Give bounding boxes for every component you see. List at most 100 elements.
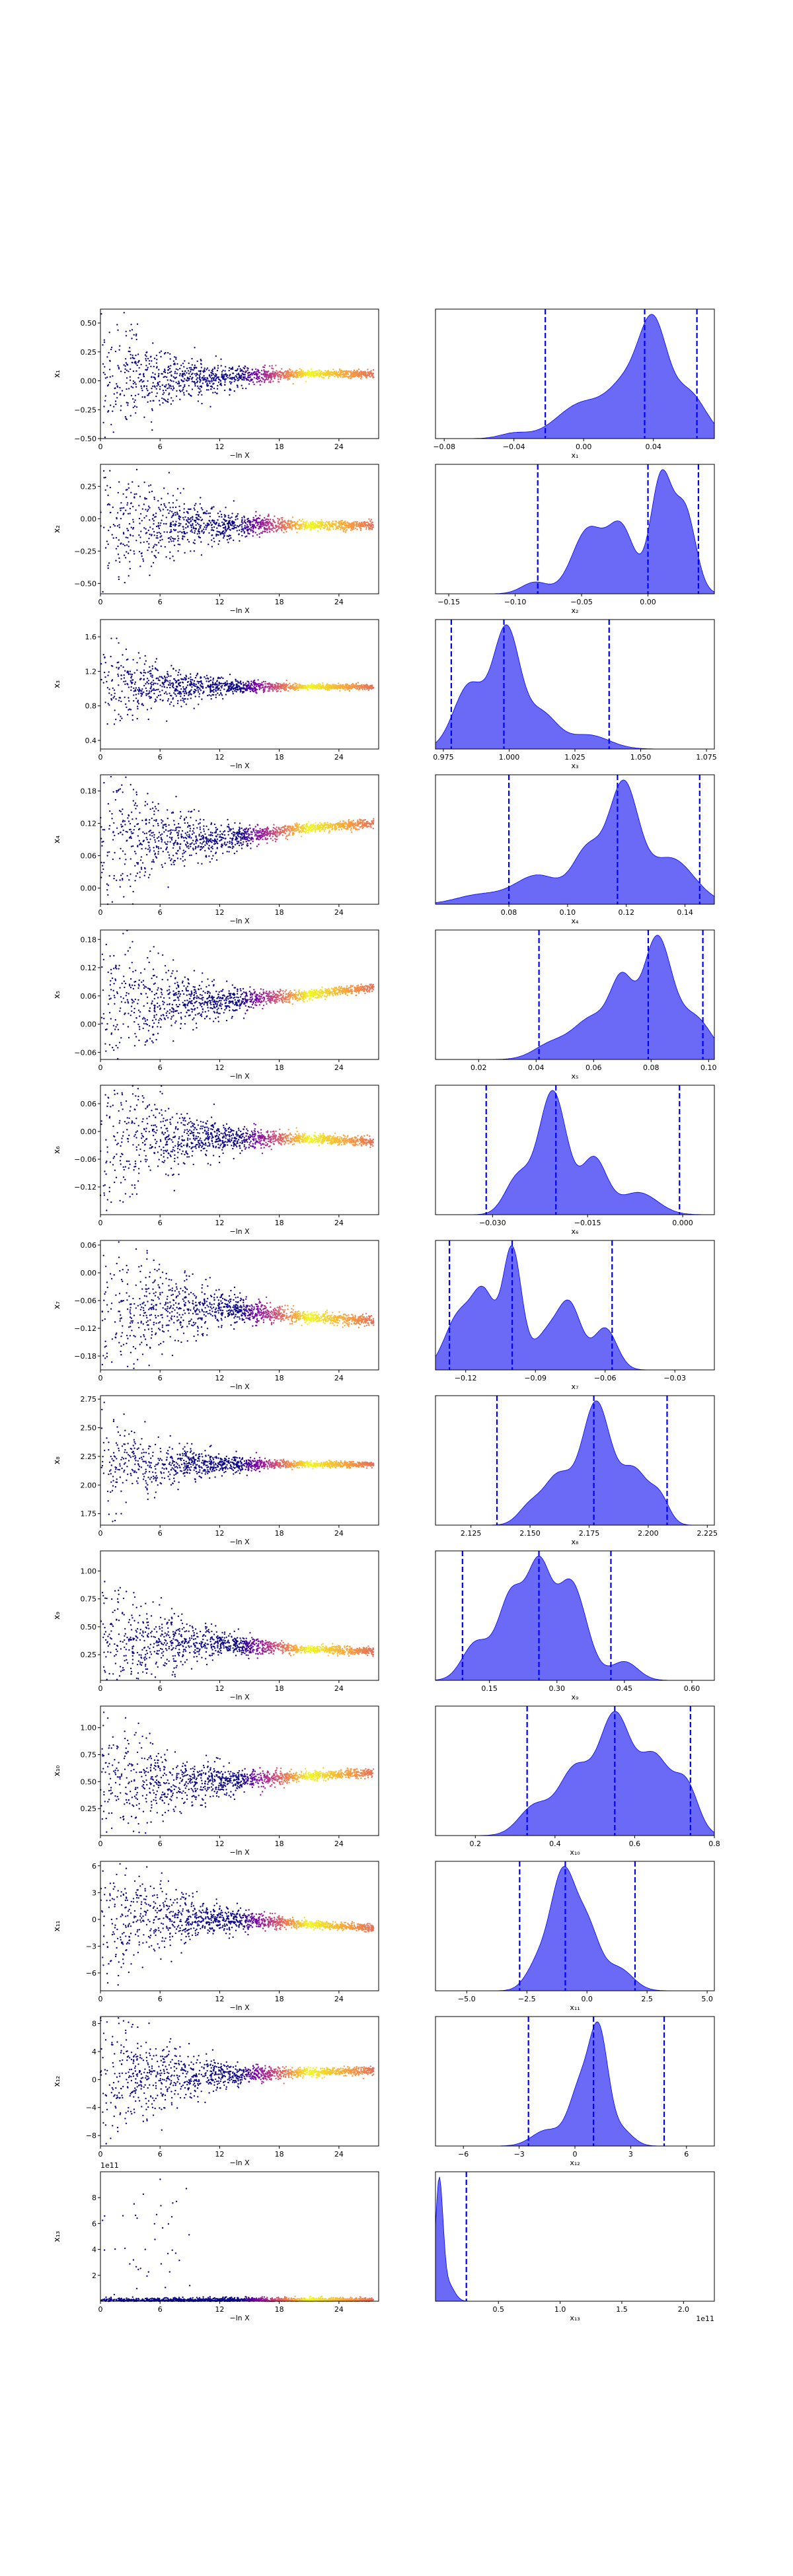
trace-point xyxy=(202,509,203,510)
trace-point xyxy=(135,363,137,364)
trace-point xyxy=(114,709,116,711)
trace-point xyxy=(116,397,118,398)
trace-point xyxy=(263,681,264,682)
trace-point xyxy=(297,690,299,691)
trace-point xyxy=(130,415,132,416)
trace-point xyxy=(185,527,186,528)
trace-point xyxy=(344,688,346,689)
trace-point xyxy=(171,517,172,518)
trace-point xyxy=(305,524,307,525)
trace-point xyxy=(315,375,316,376)
trace-point xyxy=(361,523,363,524)
trace-point xyxy=(163,390,164,391)
trace-point xyxy=(229,517,231,519)
trace-point xyxy=(161,539,163,540)
trace-point xyxy=(281,368,282,369)
trace-point xyxy=(201,554,202,555)
trace-point xyxy=(147,367,149,368)
trace-point xyxy=(172,380,174,382)
trace-point xyxy=(191,686,192,688)
trace-point xyxy=(127,364,128,365)
trace-point xyxy=(218,688,219,689)
trace-point xyxy=(237,530,238,531)
trace-point xyxy=(134,493,135,495)
trace-point xyxy=(237,385,238,386)
trace-point xyxy=(100,862,102,863)
trace-point xyxy=(137,353,139,355)
trace-point xyxy=(183,392,184,394)
trace-point xyxy=(127,537,128,538)
trace-point xyxy=(169,472,170,473)
trace-point xyxy=(305,381,307,382)
trace-point xyxy=(132,482,133,483)
trace-point xyxy=(116,383,117,384)
trace-point xyxy=(112,507,114,508)
trace-point xyxy=(198,810,200,812)
trace-point xyxy=(252,688,253,689)
trace-point xyxy=(178,669,180,670)
trace-point xyxy=(114,852,115,853)
trace-point xyxy=(153,520,155,521)
trace-point xyxy=(121,674,122,676)
trace-point xyxy=(126,551,127,552)
trace-point xyxy=(198,863,199,864)
trace-point xyxy=(180,688,182,690)
trace-point xyxy=(110,376,111,377)
trace-point xyxy=(180,699,182,701)
trace-point xyxy=(258,370,259,371)
trace-point xyxy=(292,517,293,518)
trace-point xyxy=(115,351,116,352)
trace-point xyxy=(130,823,131,824)
trace-frame xyxy=(100,620,379,749)
trace-point xyxy=(131,812,132,813)
trace-point xyxy=(236,851,237,852)
trace-point xyxy=(228,515,229,516)
trace-point xyxy=(170,832,172,833)
trace-point xyxy=(257,373,258,375)
trace-point xyxy=(131,676,132,677)
trace-point xyxy=(155,396,157,397)
trace-point xyxy=(164,369,165,370)
x-tick-label: −0.04 xyxy=(503,443,525,451)
trace-point xyxy=(114,723,115,725)
trace-point xyxy=(170,665,172,666)
trace-point xyxy=(301,370,302,371)
trace-point xyxy=(169,392,170,394)
trace-point xyxy=(107,385,108,386)
trace-point xyxy=(130,690,132,691)
trace-point xyxy=(186,368,188,369)
trace-point xyxy=(135,808,136,809)
trace-point xyxy=(178,823,179,824)
trace-point xyxy=(157,683,158,684)
trace-point xyxy=(170,388,172,389)
trace-point xyxy=(204,512,206,513)
trace-point xyxy=(201,531,202,532)
trace-point xyxy=(156,689,157,690)
trace-point xyxy=(184,371,186,372)
trace-point xyxy=(284,688,285,689)
trace-point xyxy=(177,843,178,845)
trace-point xyxy=(193,682,194,684)
trace-point xyxy=(103,372,104,373)
trace-point xyxy=(153,366,155,367)
trace-point xyxy=(357,375,358,376)
trace-point xyxy=(158,522,159,524)
trace-point xyxy=(190,517,192,519)
trace-point xyxy=(289,686,291,687)
trace-point xyxy=(149,834,151,836)
trace-point xyxy=(373,687,374,688)
trace-point xyxy=(203,375,204,376)
trace-point xyxy=(165,376,166,377)
trace-point xyxy=(372,522,373,523)
trace-point xyxy=(196,842,197,843)
trace-point xyxy=(272,690,274,692)
trace-point xyxy=(184,386,185,387)
trace-point xyxy=(237,386,238,388)
trace-point xyxy=(347,525,348,526)
trace-point xyxy=(230,537,231,538)
trace-point xyxy=(124,674,125,676)
y-tick-label: 0.00 xyxy=(81,377,97,386)
trace-point xyxy=(180,858,181,859)
trace-point xyxy=(139,380,140,382)
trace-point xyxy=(194,385,196,386)
